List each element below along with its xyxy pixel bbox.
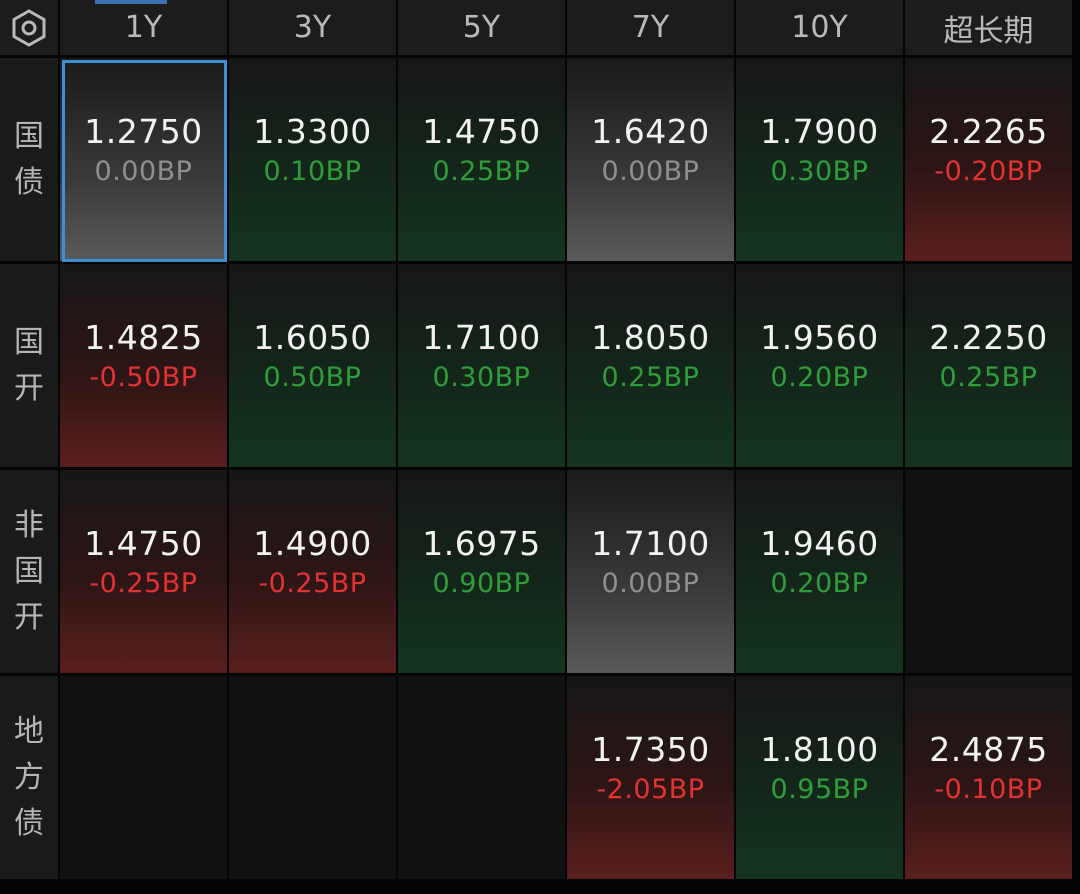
row-label-char: 国 [14, 118, 44, 154]
yield-cell[interactable]: 1.8100 0.95BP [736, 676, 905, 882]
yield-cell[interactable]: 1.2750 0.00BP [60, 58, 229, 264]
change-value: 0.10BP [263, 156, 362, 187]
row-label-char: 方 [14, 759, 44, 795]
column-header-3y[interactable]: 3Y [229, 0, 398, 58]
yield-cell[interactable]: 1.7100 0.30BP [398, 264, 567, 470]
change-value: -2.05BP [596, 774, 705, 805]
row-label[interactable]: 非国开 [0, 470, 60, 676]
row-label[interactable]: 地方债 [0, 676, 60, 882]
yield-cell[interactable]: 1.7100 0.00BP [567, 470, 736, 676]
yield-cell[interactable]: 2.4875 -0.10BP [905, 676, 1074, 882]
change-value: 0.00BP [601, 156, 700, 187]
yield-value: 1.8050 [591, 318, 710, 357]
change-value: 0.00BP [94, 156, 193, 187]
yield-cell[interactable]: 1.3300 0.10BP [229, 58, 398, 264]
empty-cell [905, 470, 1074, 676]
yield-value: 1.3300 [253, 112, 372, 151]
row-label-char: 债 [14, 805, 44, 841]
row-label-char: 国 [14, 553, 44, 589]
yield-cell[interactable]: 1.6420 0.00BP [567, 58, 736, 264]
empty-cell [398, 676, 567, 882]
yield-value: 1.4825 [84, 318, 203, 357]
row-label-char: 地 [14, 713, 44, 749]
row-label-char: 债 [14, 164, 44, 200]
yield-cell[interactable]: 2.2250 0.25BP [905, 264, 1074, 470]
yield-value: 1.9460 [760, 524, 879, 563]
yield-value: 1.7900 [760, 112, 879, 151]
row-label[interactable]: 国开 [0, 264, 60, 470]
yield-value: 1.6050 [253, 318, 372, 357]
row-label-char: 国 [14, 324, 44, 360]
yield-cell[interactable]: 1.6050 0.50BP [229, 264, 398, 470]
hexagon-settings-icon[interactable] [9, 8, 49, 48]
change-value: -0.20BP [934, 156, 1043, 187]
row-label-char: 非 [14, 507, 44, 543]
yield-cell[interactable]: 1.4900 -0.25BP [229, 470, 398, 676]
empty-cell [60, 676, 229, 882]
change-value: -0.25BP [258, 568, 367, 599]
column-header-超长期[interactable]: 超长期 [905, 0, 1074, 58]
column-header-10y[interactable]: 10Y [736, 0, 905, 58]
change-value: 0.25BP [601, 362, 700, 393]
yield-cell[interactable]: 1.6975 0.90BP [398, 470, 567, 676]
column-header-1y[interactable]: 1Y [60, 0, 229, 58]
yield-value: 2.2265 [929, 112, 1048, 151]
yield-value: 2.4875 [929, 730, 1048, 769]
yield-value: 2.2250 [929, 318, 1048, 357]
yield-value: 1.9560 [760, 318, 879, 357]
change-value: -0.25BP [89, 568, 198, 599]
yield-value: 1.4750 [84, 524, 203, 563]
change-value: 0.20BP [770, 362, 869, 393]
change-value: -0.10BP [934, 774, 1043, 805]
yield-cell[interactable]: 1.7350 -2.05BP [567, 676, 736, 882]
row-label[interactable]: 国债 [0, 58, 60, 264]
yield-cell[interactable]: 1.4825 -0.50BP [60, 264, 229, 470]
yield-value: 1.7350 [591, 730, 710, 769]
yield-value: 1.2750 [84, 112, 203, 151]
active-tab-indicator [95, 0, 167, 4]
yield-cell[interactable]: 1.4750 0.25BP [398, 58, 567, 264]
yield-value: 1.7100 [591, 524, 710, 563]
change-value: 0.30BP [432, 362, 531, 393]
yield-value: 1.8100 [760, 730, 879, 769]
settings-corner[interactable] [0, 0, 60, 58]
change-value: 0.30BP [770, 156, 869, 187]
column-header-7y[interactable]: 7Y [567, 0, 736, 58]
change-value: -0.50BP [89, 362, 198, 393]
row-label-char: 开 [14, 370, 44, 406]
change-value: 0.25BP [432, 156, 531, 187]
yield-cell[interactable]: 2.2265 -0.20BP [905, 58, 1074, 264]
yield-value: 1.4900 [253, 524, 372, 563]
change-value: 0.50BP [263, 362, 362, 393]
change-value: 0.20BP [770, 568, 869, 599]
change-value: 0.00BP [601, 568, 700, 599]
yield-cell[interactable]: 1.4750 -0.25BP [60, 470, 229, 676]
empty-cell [229, 676, 398, 882]
yield-cell[interactable]: 1.8050 0.25BP [567, 264, 736, 470]
change-value: 0.25BP [939, 362, 1038, 393]
yield-cell[interactable]: 1.9460 0.20BP [736, 470, 905, 676]
change-value: 0.90BP [432, 568, 531, 599]
row-label-char: 开 [14, 599, 44, 635]
yield-value: 1.6420 [591, 112, 710, 151]
yield-cell[interactable]: 1.7900 0.30BP [736, 58, 905, 264]
yield-value: 1.6975 [422, 524, 541, 563]
yield-value: 1.7100 [422, 318, 541, 357]
change-value: 0.95BP [770, 774, 869, 805]
yield-value: 1.4750 [422, 112, 541, 151]
column-header-5y[interactable]: 5Y [398, 0, 567, 58]
yield-cell[interactable]: 1.9560 0.20BP [736, 264, 905, 470]
